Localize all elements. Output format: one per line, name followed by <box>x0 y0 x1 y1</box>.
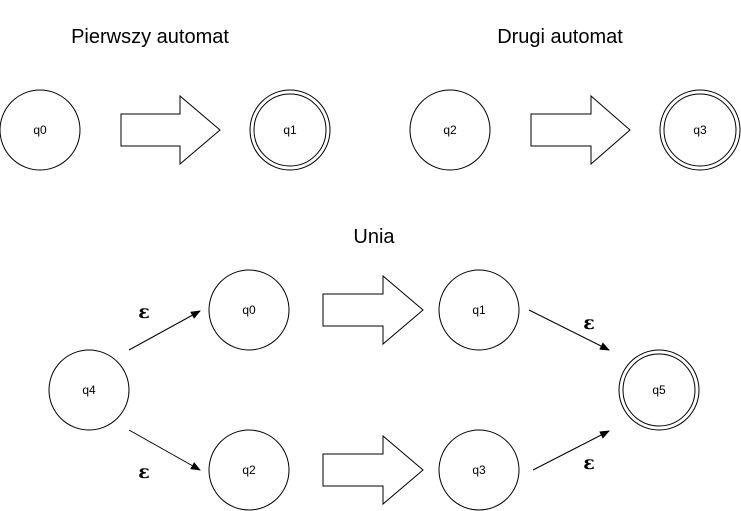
state-union-q2-label: q2 <box>242 463 256 477</box>
state-top-q1-label: q1 <box>283 123 297 137</box>
state-union-q5: q5 <box>618 349 700 431</box>
state-top-q0-label: q0 <box>33 123 47 137</box>
block-arrow-union-2 <box>322 434 424 506</box>
union-title: Unia <box>353 226 395 248</box>
state-union-q0-label: q0 <box>242 303 256 317</box>
state-union-q2: q2 <box>208 429 290 511</box>
state-top-q1: q1 <box>249 89 331 171</box>
block-arrow-top-2 <box>530 94 631 166</box>
state-union-q4-label: q4 <box>82 383 96 397</box>
state-union-q1: q1 <box>438 269 520 351</box>
epsilon-edge-q3-q5 <box>532 430 610 471</box>
block-arrow-top-1 <box>120 94 221 166</box>
epsilon-edge-q4-q2 <box>128 429 201 471</box>
second-automaton-title: Drugi automat <box>497 26 623 48</box>
epsilon-edge-q1-q5 <box>528 309 610 351</box>
state-union-q4: q4 <box>48 349 130 431</box>
state-union-q3: q3 <box>438 429 520 511</box>
first-automaton-title: Pierwszy automat <box>71 26 229 48</box>
state-top-q3-label: q3 <box>693 123 707 137</box>
state-top-q2: q2 <box>409 89 491 171</box>
epsilon-edge-q4-q0 <box>128 310 201 351</box>
state-union-q5-label: q5 <box>652 383 666 397</box>
state-top-q3: q3 <box>659 89 741 171</box>
state-union-q1-label: q1 <box>472 303 486 317</box>
epsilon-label-q4-q2: ε <box>138 461 150 483</box>
state-top-q0: q0 <box>0 89 81 171</box>
epsilon-label-q4-q0: ε <box>138 301 150 323</box>
state-union-q3-label: q3 <box>472 463 486 477</box>
state-top-q2-label: q2 <box>443 123 457 137</box>
state-union-q0: q0 <box>208 269 290 351</box>
epsilon-label-q1-q5: ε <box>583 312 595 334</box>
epsilon-label-q3-q5: ε <box>583 452 595 474</box>
block-arrow-union-1 <box>322 274 424 346</box>
